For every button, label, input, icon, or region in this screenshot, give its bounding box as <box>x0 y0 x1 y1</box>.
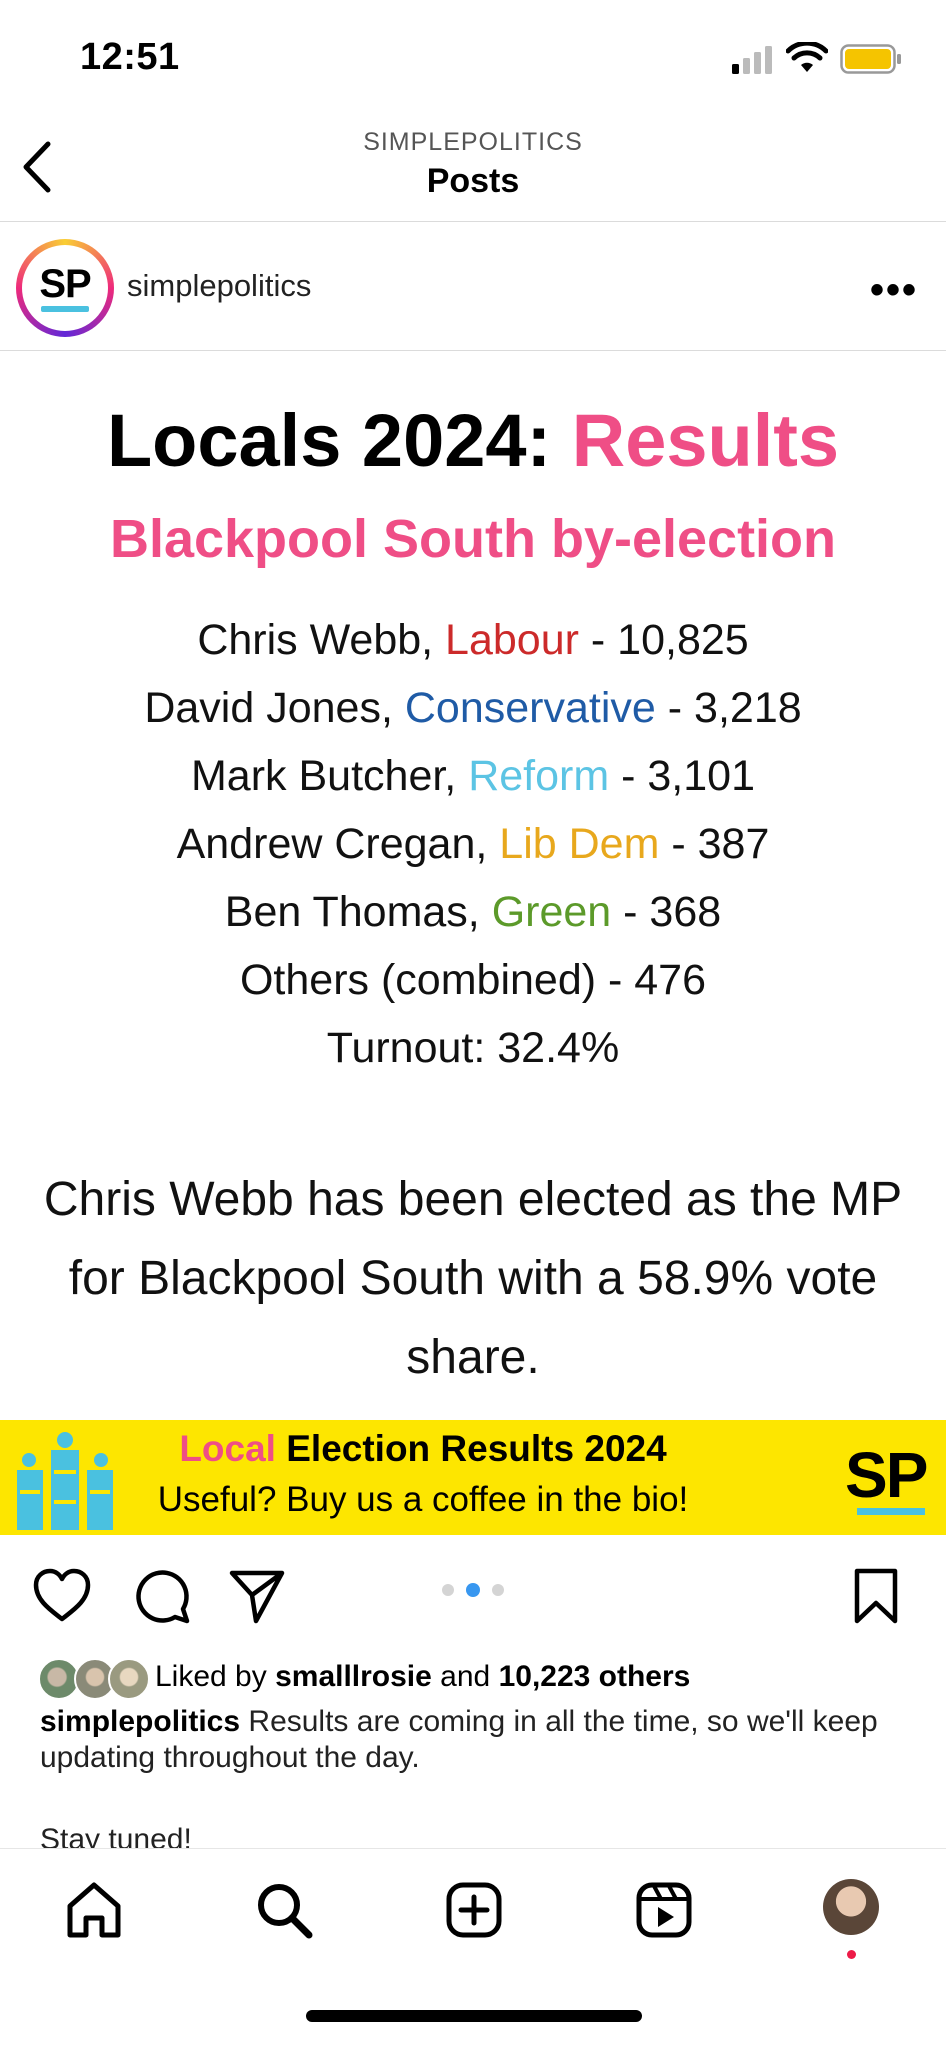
party-name: Labour <box>445 616 579 664</box>
result-row: David Jones, Conservative - 3,218 <box>0 684 946 733</box>
banner-headline-text: Election Results 2024 <box>275 1428 667 1469</box>
home-icon[interactable] <box>64 1880 124 1940</box>
cell-signal-icon <box>732 46 772 74</box>
post-image-subtitle: Blackpool South by-election <box>109 509 837 569</box>
status-time: 12:51 <box>80 36 180 78</box>
nav-account-name: SIMPLEPOLITICS <box>363 128 583 156</box>
nav-divider <box>0 221 946 222</box>
bookmark-icon[interactable] <box>853 1567 899 1625</box>
others-row: Others (combined) - 476 <box>239 956 707 1004</box>
liked-count[interactable]: 10,223 others <box>498 1660 691 1693</box>
candidate-name: Ben Thomas, <box>224 888 492 936</box>
post-username[interactable]: simplepolitics <box>127 268 312 303</box>
caption-username[interactable]: simplepolitics <box>40 1705 241 1738</box>
caption-continuation: Stay tuned! <box>40 1823 192 1848</box>
wifi-icon <box>786 42 828 72</box>
candidate-name: Andrew Cregan, <box>176 820 500 868</box>
post-image-title: Locals 2024: Results <box>0 398 946 483</box>
avatar-logo-bar <box>41 306 89 312</box>
liked-prefix: Liked by <box>155 1660 276 1693</box>
result-row: Ben Thomas, Green - 368 <box>0 888 946 937</box>
title-highlight: Results <box>571 399 840 482</box>
back-chevron-icon[interactable] <box>18 140 54 194</box>
carousel-indicator <box>442 1583 504 1597</box>
header-divider <box>0 350 946 351</box>
candidate-name: Chris Webb, <box>197 616 446 664</box>
battery-icon <box>840 44 901 74</box>
search-icon[interactable] <box>254 1880 314 1940</box>
avatar-logo-text: SP <box>39 262 91 306</box>
banner-logo-bar <box>857 1508 925 1515</box>
liked-and: and <box>431 1660 499 1693</box>
profile-avatar-tab[interactable] <box>823 1879 879 1935</box>
candidate-name: Mark Butcher, <box>190 752 469 800</box>
heart-icon[interactable] <box>32 1567 92 1623</box>
result-row: Mark Butcher, Reform - 3,101 <box>0 752 946 801</box>
avatar-inner <box>22 245 108 331</box>
post-banner <box>0 1420 946 1535</box>
vote-count: - 3,218 <box>655 684 802 732</box>
banner-headline: Local Election Results 2024 <box>120 1428 726 1470</box>
result-row: Andrew Cregan, Lib Dem - 387 <box>0 820 946 869</box>
podium-icon <box>17 1432 113 1530</box>
liked-user[interactable]: smalllrosie <box>275 1660 432 1693</box>
home-indicator[interactable] <box>306 2010 642 2022</box>
reels-icon[interactable] <box>634 1880 694 1940</box>
result-statement: Chris Webb has been elected as the MP fo… <box>43 1173 903 1384</box>
vote-count: - 387 <box>659 820 770 868</box>
more-icon[interactable]: ••• <box>870 268 919 312</box>
post-caption: simplepolitics Results are coming in all… <box>40 1704 910 1776</box>
title-text: Locals 2024: <box>106 399 572 482</box>
turnout-row: Turnout: 32.4% <box>326 1024 620 1072</box>
party-name: Conservative <box>404 684 656 732</box>
vote-count: - 3,101 <box>609 752 755 800</box>
party-name: Green <box>491 888 612 936</box>
banner-highlight: Local <box>179 1428 276 1469</box>
caption-text: Results are coming in all the time, so w… <box>40 1705 878 1774</box>
create-icon[interactable] <box>444 1880 504 1940</box>
comment-icon[interactable] <box>133 1567 191 1625</box>
party-name: Lib Dem <box>499 820 660 868</box>
party-name: Reform <box>468 752 610 800</box>
result-row: Chris Webb, Labour - 10,825 <box>0 616 946 665</box>
notification-dot <box>847 1950 856 1959</box>
liker-avatar <box>108 1658 150 1700</box>
banner-subline: Useful? Buy us a coffee in the bio! <box>157 1480 689 1519</box>
banner-logo: SP <box>845 1439 928 1511</box>
vote-count: - 10,825 <box>578 616 749 664</box>
liked-by[interactable]: Liked by smalllrosie and 10,223 others <box>155 1660 690 1694</box>
share-icon[interactable] <box>228 1567 286 1625</box>
candidate-name: David Jones, <box>144 684 405 732</box>
nav-title: Posts <box>426 162 520 200</box>
vote-count: - 368 <box>611 888 722 936</box>
